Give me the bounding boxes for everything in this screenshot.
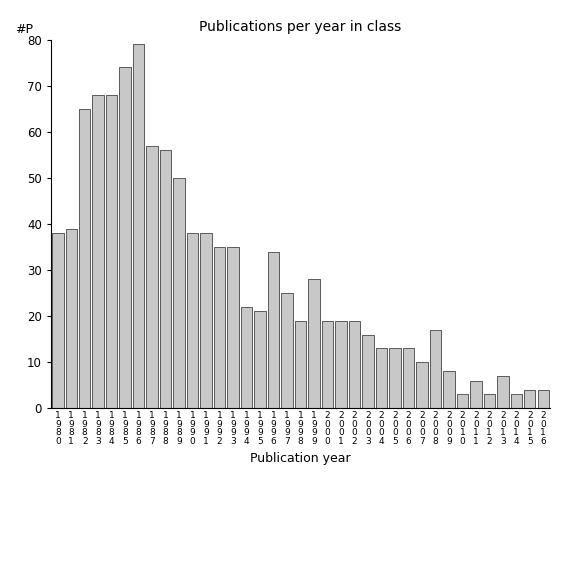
Bar bbox=[120, 67, 131, 408]
Bar bbox=[443, 371, 455, 408]
Bar bbox=[362, 335, 374, 408]
Bar bbox=[470, 380, 481, 408]
Bar bbox=[538, 390, 549, 408]
Bar bbox=[510, 395, 522, 408]
Bar bbox=[389, 348, 401, 408]
Bar bbox=[497, 376, 509, 408]
Bar bbox=[376, 348, 387, 408]
Bar bbox=[281, 293, 293, 408]
Bar bbox=[66, 229, 77, 408]
Bar bbox=[187, 233, 198, 408]
Bar bbox=[430, 330, 441, 408]
Bar bbox=[227, 247, 239, 408]
Bar bbox=[106, 95, 117, 408]
Bar bbox=[456, 395, 468, 408]
Bar bbox=[79, 109, 91, 408]
Bar bbox=[133, 44, 145, 408]
Bar bbox=[146, 146, 158, 408]
Bar bbox=[349, 321, 360, 408]
X-axis label: Publication year: Publication year bbox=[250, 451, 351, 464]
Bar bbox=[403, 348, 414, 408]
Bar bbox=[416, 362, 428, 408]
Bar bbox=[174, 178, 185, 408]
Bar bbox=[200, 233, 212, 408]
Bar bbox=[524, 390, 535, 408]
Bar bbox=[295, 321, 306, 408]
Title: Publications per year in class: Publications per year in class bbox=[200, 20, 401, 35]
Bar bbox=[308, 279, 320, 408]
Bar bbox=[268, 252, 280, 408]
Bar bbox=[321, 321, 333, 408]
Bar bbox=[214, 247, 225, 408]
Bar bbox=[484, 395, 495, 408]
Bar bbox=[52, 233, 64, 408]
Bar bbox=[241, 307, 252, 408]
Y-axis label: #P: #P bbox=[15, 23, 32, 36]
Bar bbox=[160, 150, 171, 408]
Bar bbox=[255, 311, 266, 408]
Bar bbox=[92, 95, 104, 408]
Bar bbox=[335, 321, 346, 408]
